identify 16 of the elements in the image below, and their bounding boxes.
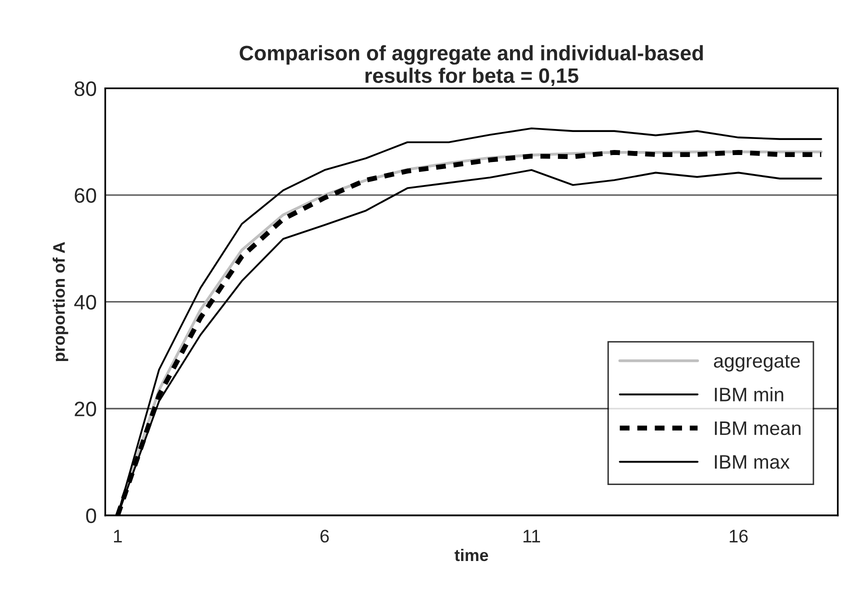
y-tick-label: 20 — [74, 402, 96, 416]
chart-title: Comparison of aggregate and individual-based results for beta = 0,15 — [240, 45, 703, 86]
legend-label: IBM mean — [714, 422, 800, 436]
x-tick-label: 16 — [730, 530, 748, 543]
y-tick-label: 40 — [74, 294, 96, 310]
legend-label: aggregate — [714, 354, 800, 372]
x-tick-label: 6 — [320, 530, 329, 543]
x-tick-label: 11 — [524, 530, 540, 542]
y-tick-label: 0 — [86, 508, 96, 524]
y-tick-label: 60 — [74, 188, 96, 203]
legend-label: IBM min — [714, 387, 784, 402]
x-axis-title: time — [454, 548, 488, 562]
x-tick-label: 1 — [114, 530, 122, 542]
y-tick-label: 80 — [74, 81, 96, 96]
legend-label: IBM max — [714, 455, 790, 469]
y-axis-title: proportion of A — [52, 242, 68, 362]
